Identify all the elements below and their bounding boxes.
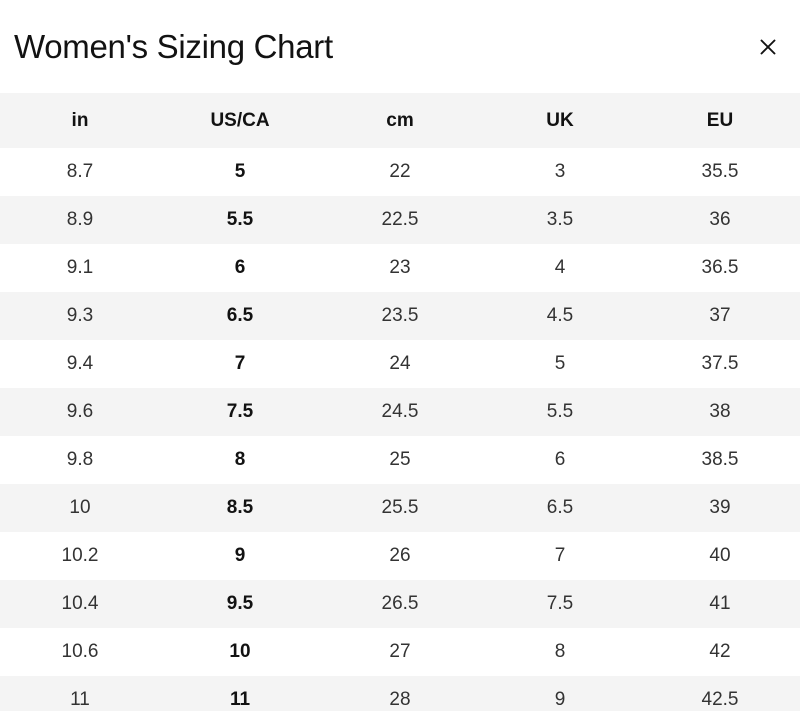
table-row: 8.9 5.5 22.5 3.5 36 — [0, 196, 800, 244]
table-cell: 10 — [69, 497, 91, 518]
table-cell: 7 — [554, 545, 566, 566]
table-cell: 8.9 — [66, 209, 94, 230]
table-cell: 39 — [709, 497, 731, 518]
table-row: 8.7 5 22 3 35.5 — [0, 148, 800, 196]
modal-header: Women's Sizing Chart — [0, 0, 800, 93]
table-cell: 23 — [389, 257, 411, 278]
table-cell: 35.5 — [701, 161, 739, 182]
table-cell: 11 — [70, 689, 90, 710]
table-cell: 10 — [229, 641, 251, 662]
table-row: 9.4 7 24 5 37.5 — [0, 340, 800, 388]
column-header-us-ca: US/CA — [160, 93, 320, 148]
table-cell: 6.5 — [226, 305, 254, 326]
close-icon — [758, 37, 778, 57]
table-cell: 5 — [554, 353, 566, 374]
table-cell: 3.5 — [546, 209, 574, 230]
table-cell: 9.3 — [66, 305, 94, 326]
table-cell: 25 — [389, 449, 411, 470]
table-cell: 7.5 — [546, 593, 574, 614]
table-cell: 9.6 — [66, 401, 94, 422]
table-cell: 37.5 — [701, 353, 739, 374]
table-cell: 6 — [234, 257, 246, 278]
table-cell: 37 — [709, 305, 731, 326]
table-cell: 23.5 — [381, 305, 419, 326]
table-cell: 6.5 — [546, 497, 574, 518]
table-cell: 26 — [389, 545, 411, 566]
table-row: 10.4 9.5 26.5 7.5 41 — [0, 580, 800, 628]
table-row: 9.3 6.5 23.5 4.5 37 — [0, 292, 800, 340]
table-cell: 9.4 — [66, 353, 94, 374]
table-cell: 10.4 — [61, 593, 99, 614]
table-cell: 3 — [554, 161, 566, 182]
table-row: 10.6 10 27 8 42 — [0, 628, 800, 676]
table-cell: 9.5 — [226, 593, 254, 614]
table-row: 10.2 9 26 7 40 — [0, 532, 800, 580]
page-title: Women's Sizing Chart — [14, 28, 333, 65]
table-cell: 5.5 — [546, 401, 574, 422]
table-row: 10 8.5 25.5 6.5 39 — [0, 484, 800, 532]
table-cell: 10.6 — [61, 641, 99, 662]
table-cell: 24.5 — [381, 401, 419, 422]
close-button[interactable] — [754, 33, 782, 61]
table-cell: 38 — [709, 401, 731, 422]
table-cell: 38.5 — [701, 449, 739, 470]
table-cell: 10.2 — [61, 545, 99, 566]
table-cell: 22 — [389, 161, 411, 182]
column-header-eu: EU — [640, 93, 800, 148]
table-cell: 9.1 — [66, 257, 94, 278]
table-cell: 4.5 — [546, 305, 574, 326]
table-cell: 26.5 — [381, 593, 419, 614]
table-cell: 28 — [389, 689, 411, 710]
table-cell: 9 — [554, 689, 566, 710]
sizing-table-body: 8.7 5 22 3 35.5 8.9 5.5 22.5 3.5 36 9.1 6 23 4 36.5 9.3… — [0, 148, 800, 711]
table-cell: 5 — [234, 161, 246, 182]
table-cell: 36 — [709, 209, 731, 230]
table-row: 9.8 8 25 6 38.5 — [0, 436, 800, 484]
column-header-in: in — [0, 93, 160, 148]
table-cell: 8.5 — [226, 497, 254, 518]
table-cell: 11 — [229, 689, 251, 710]
table-cell: 4 — [554, 257, 566, 278]
table-row: 9.1 6 23 4 36.5 — [0, 244, 800, 292]
table-cell: 6 — [554, 449, 566, 470]
sizing-table: in US/CA cm UK EU 8.7 5 22 3 35.5 8.9 5.5 22.5 3… — [0, 93, 800, 711]
table-cell: 7 — [234, 353, 246, 374]
table-cell: 8 — [554, 641, 566, 662]
table-cell: 9.8 — [66, 449, 94, 470]
table-cell: 40 — [709, 545, 731, 566]
table-cell: 24 — [389, 353, 411, 374]
table-cell: 8.7 — [66, 161, 94, 182]
table-cell: 9 — [234, 545, 246, 566]
column-header-uk: UK — [480, 93, 640, 148]
table-cell: 41 — [709, 593, 731, 614]
header-row: in US/CA cm UK EU — [0, 93, 800, 148]
table-cell: 42.5 — [701, 689, 739, 710]
table-cell: 8 — [234, 449, 246, 470]
sizing-table-header: in US/CA cm UK EU — [0, 93, 800, 148]
table-cell: 36.5 — [701, 257, 739, 278]
table-cell: 7.5 — [226, 401, 254, 422]
table-row: 11 11 28 9 42.5 — [0, 676, 800, 711]
table-row: 9.6 7.5 24.5 5.5 38 — [0, 388, 800, 436]
table-cell: 27 — [389, 641, 411, 662]
column-header-cm: cm — [320, 93, 480, 148]
table-cell: 25.5 — [381, 497, 419, 518]
table-cell: 5.5 — [226, 209, 254, 230]
table-cell: 22.5 — [381, 209, 419, 230]
table-cell: 42 — [709, 641, 731, 662]
